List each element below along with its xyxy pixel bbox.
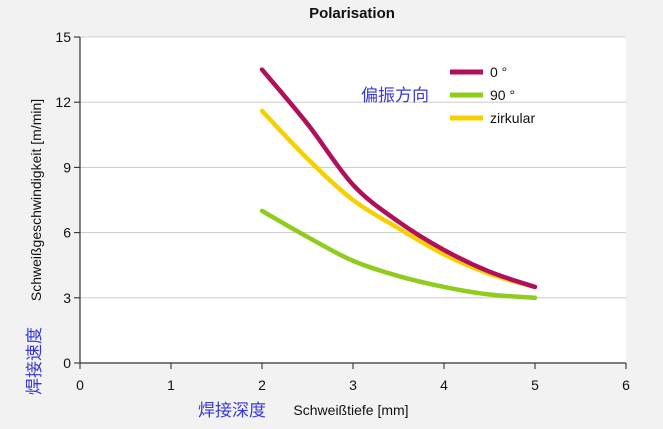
y-tick-label-3: 3 [63,290,71,306]
x-tick-label-5: 5 [531,377,539,393]
chart-title: Polarisation [309,5,395,22]
x-tick-label-0: 0 [76,377,84,393]
legend-note-annotation: 偏振方向 [361,86,429,106]
y-tick-label-0: 0 [63,355,71,371]
x-tick-label-1: 1 [167,377,175,393]
x-ticks: 0 1 2 3 4 5 6 [76,363,630,393]
x-tick-label-4: 4 [440,377,448,393]
series-line-1 [259,208,538,301]
y-tick-label-6: 6 [63,225,71,241]
x-tick-label-6: 6 [622,377,630,393]
y-tick-label-15: 15 [55,29,71,45]
legend-label-0: 0 ° [490,64,507,80]
y-axis-label: Schweißgeschwindigkeit [m/min] [28,99,44,301]
x-axis-note-annotation: 焊接深度 [198,401,266,421]
legend-label-2: zirkular [490,110,535,126]
y-tick-label-12: 12 [55,94,71,110]
legend-label-1: 90 ° [490,87,515,103]
y-axis-note-annotation: 焊接速度 [25,327,45,395]
x-axis-label: Schweißtiefe [mm] [293,402,408,418]
legend: 0 ° 90 ° zirkular [450,64,535,126]
series-line-0 [259,67,538,290]
gridlines [80,36,626,299]
x-tick-label-2: 2 [258,377,266,393]
x-tick-label-3: 3 [349,377,357,393]
y-ticks: 0 3 6 9 12 15 [55,29,80,371]
y-tick-label-9: 9 [63,159,71,175]
series-lines [259,67,538,301]
